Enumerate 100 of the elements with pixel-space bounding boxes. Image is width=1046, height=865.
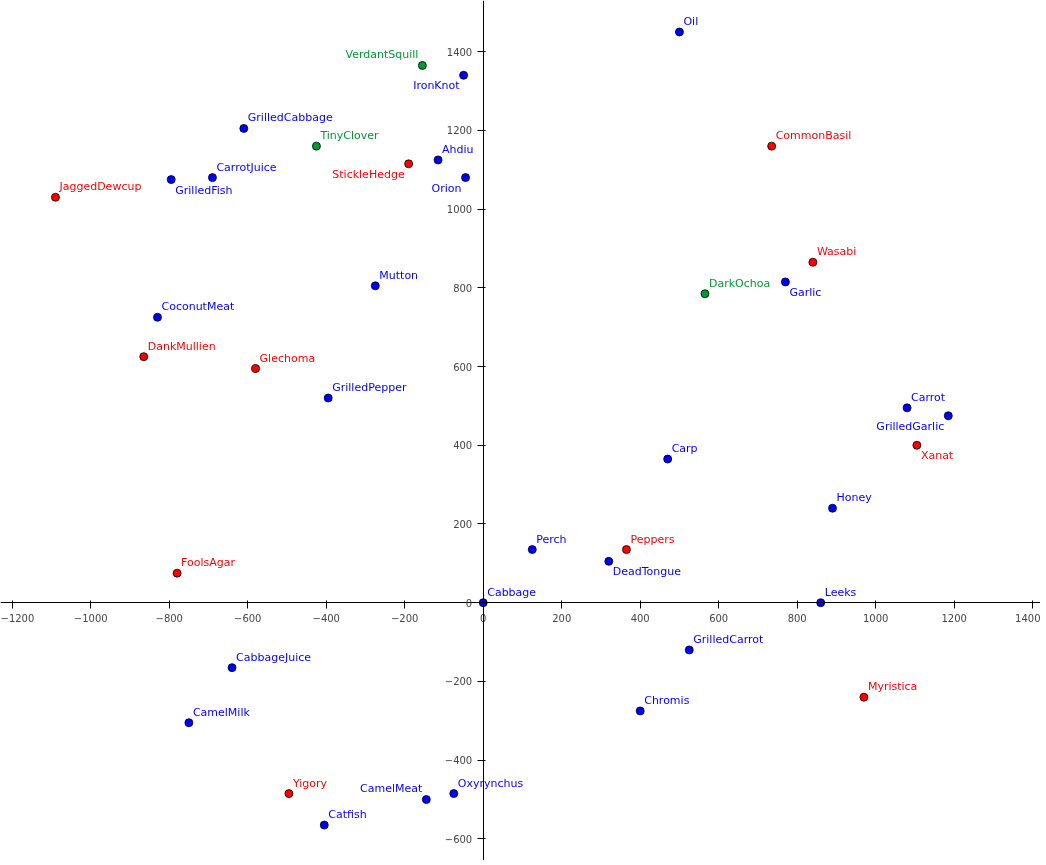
series-label: CabbageJuice — [236, 650, 312, 664]
y-tick-label: −600 — [444, 833, 473, 845]
point — [700, 289, 710, 299]
y-tick-label: 1200 — [446, 125, 473, 137]
x-tick-label: −600 — [234, 612, 262, 624]
point — [816, 598, 826, 608]
point — [239, 124, 249, 133]
series-label: Ahdiu — [442, 142, 474, 156]
series-label: GrilledFish — [175, 183, 233, 197]
point — [251, 364, 260, 373]
point — [663, 454, 673, 464]
point — [227, 663, 237, 673]
x-tick-label: 800 — [787, 612, 807, 624]
point — [684, 645, 694, 655]
point — [622, 545, 631, 554]
point — [459, 70, 468, 80]
y-tick-label: −400 — [444, 755, 473, 767]
series-label: DarkOchoa — [708, 276, 771, 290]
point — [449, 789, 459, 798]
point — [675, 27, 684, 37]
x-tick-label: 1400 — [1015, 612, 1041, 624]
x-tick-label: −1200 — [0, 612, 35, 624]
y-tick-label: −200 — [444, 676, 473, 688]
x-tick-label: −1000 — [73, 612, 108, 624]
point — [635, 706, 645, 716]
point — [208, 173, 217, 183]
series-label: JaggedDewcup — [58, 180, 142, 194]
point — [527, 545, 537, 554]
y-tick-label: 800 — [453, 282, 473, 294]
series-label: GrilledPepper — [332, 381, 407, 395]
point — [417, 61, 427, 70]
series-label: TinyClover — [319, 129, 380, 143]
series-label: Xanat — [920, 449, 954, 463]
point — [433, 155, 443, 165]
series-label: Carp — [671, 442, 698, 456]
series-label: FoolsAgar — [181, 556, 236, 570]
point — [370, 281, 380, 291]
series-label: DeadTongue — [612, 565, 682, 579]
x-tick-label: 200 — [552, 612, 572, 624]
point — [859, 692, 869, 702]
series-label: VerdantSquill — [345, 48, 419, 62]
point — [172, 568, 182, 578]
x-tick-label: 1000 — [862, 612, 889, 624]
series-label: Perch — [536, 532, 567, 546]
point — [461, 173, 470, 183]
x-tick-label: −200 — [390, 612, 419, 624]
point — [319, 820, 329, 830]
series-label: Oil — [683, 14, 699, 28]
x-tick-label: 600 — [709, 612, 729, 624]
series-label: Cabbage — [487, 585, 537, 599]
series-label: Peppers — [630, 532, 675, 546]
x-tick-label: 1200 — [941, 612, 967, 624]
point — [808, 257, 818, 267]
x-tick-label: −400 — [312, 612, 340, 624]
series-label: Yigory — [291, 776, 328, 790]
series-label: CamelMeat — [360, 782, 423, 796]
point — [404, 159, 414, 169]
series-label: IronKnot — [413, 79, 461, 93]
series-label: Catfish — [328, 808, 367, 822]
point — [421, 795, 431, 804]
point — [184, 718, 194, 728]
series-label: Honey — [836, 491, 873, 505]
point — [312, 141, 321, 151]
y-tick-label: 1000 — [446, 204, 473, 216]
y-tick-label: 200 — [453, 518, 473, 530]
point — [51, 192, 60, 202]
point — [166, 175, 176, 184]
series-label: CommonBasil — [775, 129, 852, 143]
point — [139, 352, 149, 362]
series-label: Carrot — [911, 390, 946, 404]
series-label: CarrotJuice — [216, 160, 277, 174]
point — [943, 411, 953, 421]
series-label: CoconutMeat — [161, 300, 235, 314]
point — [284, 789, 294, 798]
point — [902, 403, 912, 413]
series-label: GrilledCabbage — [247, 111, 333, 125]
series-label: Mutton — [379, 268, 419, 282]
y-tick-label: 1400 — [446, 46, 473, 58]
x-tick-label: 400 — [630, 612, 650, 624]
series-label: GrilledCarrot — [693, 632, 764, 646]
series-label: GrilledGarlic — [876, 419, 945, 433]
y-tick-label: 600 — [453, 361, 473, 373]
series-label: Myristica — [867, 680, 918, 694]
point — [323, 393, 333, 403]
series-label: Orion — [431, 181, 462, 195]
point — [912, 440, 922, 450]
series-label: Garlic — [789, 285, 822, 299]
point — [828, 503, 837, 513]
series-label: Leeks — [824, 585, 857, 599]
x-tick-label: −800 — [155, 612, 183, 624]
point — [604, 556, 614, 566]
point — [153, 312, 162, 322]
series-label: DankMullien — [147, 339, 216, 353]
y-tick-label: 400 — [453, 440, 473, 452]
series-label: StickleHedge — [332, 167, 405, 181]
series-label: Glechoma — [259, 351, 316, 365]
point — [767, 141, 777, 151]
series-label: Chromis — [644, 693, 690, 707]
point — [781, 277, 790, 287]
series-label: CamelMilk — [192, 705, 251, 719]
